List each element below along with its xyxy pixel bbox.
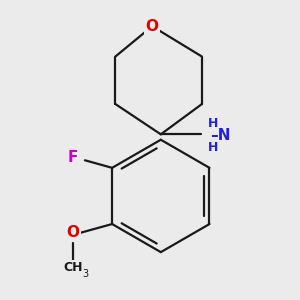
Text: H: H [208,117,218,130]
Text: F: F [68,149,78,164]
Text: CH: CH [64,261,83,274]
Text: –N: –N [211,128,231,143]
Text: 3: 3 [82,269,88,279]
Text: H: H [208,141,218,154]
Text: O: O [146,19,159,34]
Text: O: O [67,225,80,240]
